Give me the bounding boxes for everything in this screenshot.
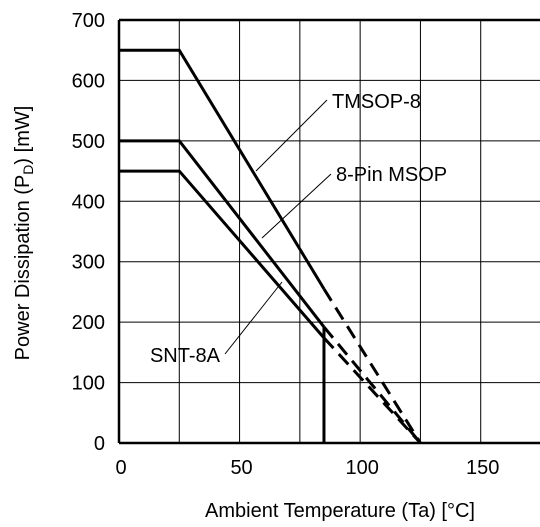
series-label-1: 8-Pin MSOP: [336, 164, 447, 186]
series-dashed-line-2: [322, 336, 422, 445]
y-tick-label: 200: [72, 312, 105, 334]
series-leader-line-2: [224, 281, 283, 355]
x-tick-label: 0: [115, 457, 126, 479]
y-tick-label: 100: [72, 373, 105, 395]
x-tick-label: 50: [230, 457, 252, 479]
series-leader-line-0: [255, 99, 328, 172]
y-tick-label: 400: [72, 191, 105, 213]
series-dashed-line-0: [322, 288, 422, 444]
series-dashed-line-1: [322, 326, 422, 444]
series-leader-line-1: [261, 173, 332, 239]
y-tick-label: 500: [72, 131, 105, 153]
series-label-0: TMSOP-8: [332, 91, 421, 113]
series-line-2: [119, 169, 326, 339]
series-label-2: SNT-8A: [150, 345, 221, 367]
y-axis-title: Power Dissipation (PD) [mW]: [12, 106, 36, 361]
y-tick-label: 300: [72, 252, 105, 274]
y-tick-label: 0: [94, 433, 105, 455]
y-tick-label: 600: [72, 70, 105, 92]
x-tick-label: 150: [466, 457, 499, 479]
y-tick-label: 700: [72, 10, 105, 32]
x-tick-label: 100: [345, 457, 378, 479]
x-axis-title: Ambient Temperature (Ta) [°C]: [205, 500, 475, 522]
series-line-0: [119, 48, 326, 290]
series-line-1: [119, 139, 326, 328]
